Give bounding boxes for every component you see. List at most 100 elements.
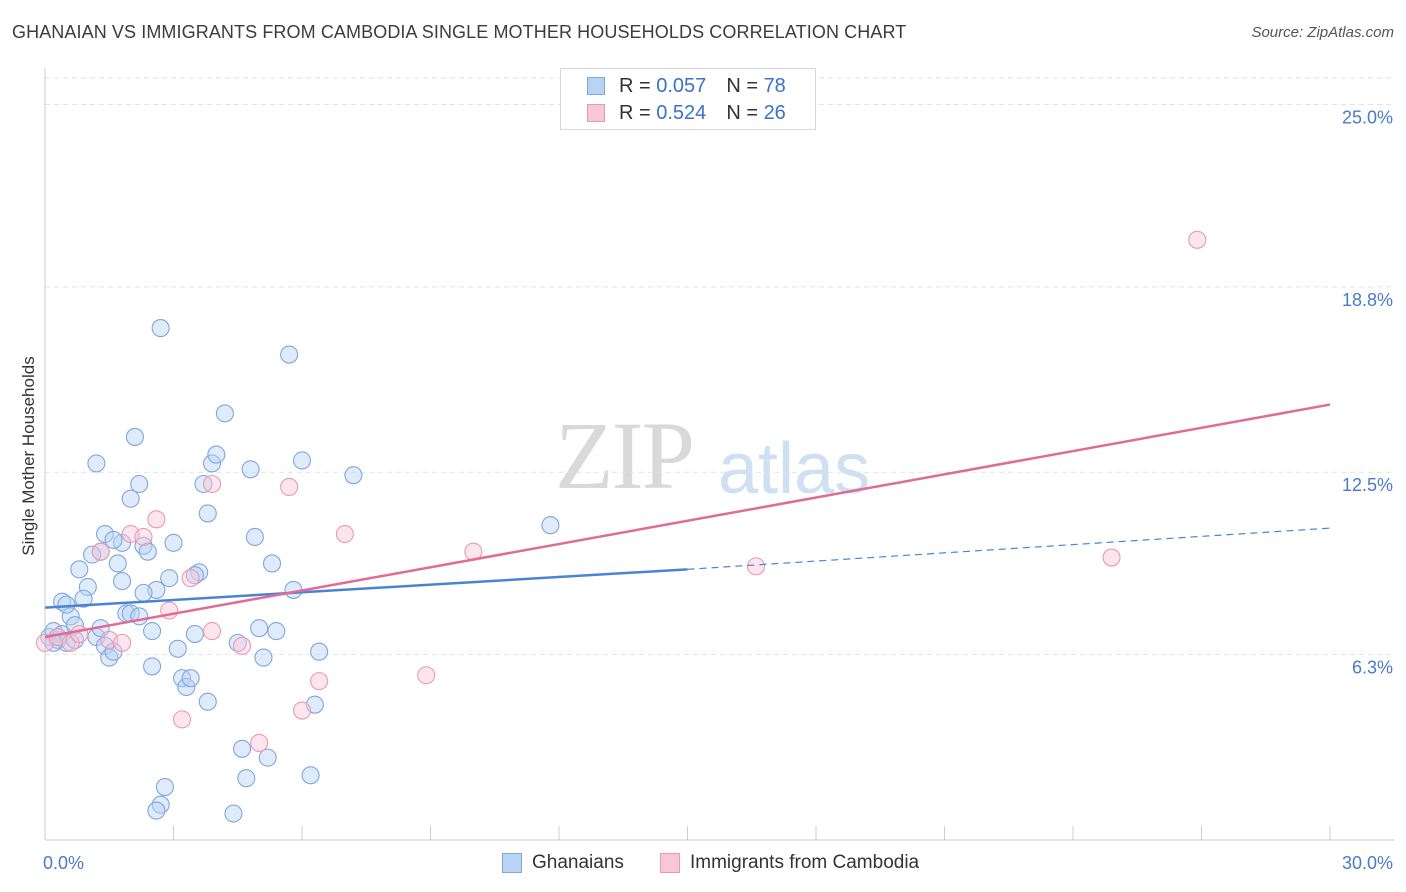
data-point-ghanaians: [143, 657, 162, 676]
data-point-ghanaians: [57, 595, 76, 614]
y-tick-label: 18.8%: [1342, 290, 1393, 310]
source-note: Source: ZipAtlas.com: [1251, 24, 1394, 41]
data-point-ghanaians: [262, 554, 282, 573]
data-point-cambodia: [1102, 548, 1121, 567]
data-point-ghanaians: [198, 504, 217, 523]
data-point-ghanaians: [130, 474, 149, 494]
legend-r-value: 0.057: [656, 74, 707, 97]
data-point-ghanaians: [185, 625, 204, 644]
legend-r-value: 0.524: [656, 101, 707, 124]
data-point-cambodia: [181, 569, 200, 588]
data-point-ghanaians: [160, 569, 179, 588]
data-point-ghanaians: [121, 489, 140, 508]
y-tick-label: 6.3%: [1352, 658, 1393, 678]
data-point-cambodia: [335, 524, 354, 544]
legend-box: R = 0.057 N = 78 R = 0.524 N = 26: [560, 68, 816, 130]
data-point-ghanaians: [292, 451, 312, 470]
data-point-cambodia: [280, 477, 299, 496]
data-point-ghanaians: [70, 560, 89, 579]
data-point-ghanaians: [198, 692, 217, 711]
data-point-cambodia: [173, 710, 192, 729]
data-point-ghanaians: [301, 766, 320, 785]
data-point-ghanaians: [155, 777, 174, 797]
data-point-ghanaians: [181, 669, 200, 688]
data-point-ghanaians: [113, 572, 132, 591]
data-point-ghanaians: [134, 583, 153, 602]
bottom-legend-swatch-pink: [660, 853, 680, 873]
y-axis-label: Single Mother Households: [19, 356, 38, 555]
bottom-legend-ghanaians: Ghanaians: [502, 852, 624, 874]
data-point-cambodia: [203, 622, 222, 641]
watermark-zip: ZIP: [555, 402, 695, 509]
data-point-cambodia: [113, 633, 132, 652]
legend-n-label: N =: [726, 101, 758, 124]
data-point-ghanaians: [87, 454, 106, 473]
legend-n-value: 26: [763, 101, 786, 124]
axis-layer: 6.3% 12.5% 18.8% 25.0% 0.0% 30.0%: [43, 68, 1395, 873]
data-point-cambodia: [70, 625, 89, 644]
data-point-ghanaians: [237, 769, 256, 788]
grid-layer: [45, 77, 1395, 656]
x-tick-label: 30.0%: [1342, 853, 1393, 873]
data-point-ghanaians: [310, 642, 329, 661]
data-point-ghanaians: [232, 739, 252, 758]
data-point-ghanaians: [143, 622, 162, 641]
data-point-ghanaians: [65, 616, 85, 635]
data-point-ghanaians: [250, 619, 269, 638]
data-point-cambodia: [250, 733, 269, 752]
data-point-ghanaians: [280, 345, 299, 364]
data-point-ghanaians: [168, 639, 187, 658]
data-point-ghanaians: [138, 542, 157, 561]
data-point-ghanaians: [147, 801, 166, 820]
y-tick-label: 12.5%: [1342, 475, 1393, 495]
data-point-ghanaians: [130, 607, 149, 626]
data-point-ghanaians: [245, 527, 264, 547]
legend-n-value: 78: [763, 74, 786, 97]
data-point-cambodia: [134, 527, 153, 547]
trend-line-cambodia: [44, 403, 1331, 639]
bottom-legend-label-cambodia: Immigrants from Cambodia: [690, 852, 920, 873]
data-point-cambodia: [417, 666, 436, 685]
data-point-ghanaians: [344, 466, 363, 485]
y-tick-label: 25.0%: [1342, 107, 1393, 127]
legend-row-ghanaians: R = 0.057 N = 78: [587, 73, 786, 99]
data-point-ghanaians: [207, 445, 226, 464]
data-point-ghanaians: [164, 533, 183, 552]
data-point-ghanaians: [74, 589, 93, 608]
data-point-cambodia: [147, 510, 166, 529]
data-point-cambodia: [232, 636, 252, 655]
legend-n-label: N =: [726, 74, 758, 97]
watermark-atlas: atlas: [718, 429, 871, 509]
data-point-ghanaians: [241, 460, 260, 479]
trend-line-ghanaians: [44, 568, 688, 609]
data-point-ghanaians: [203, 454, 222, 473]
data-point-cambodia: [91, 542, 110, 561]
data-point-ghanaians: [224, 804, 243, 823]
data-point-ghanaians: [78, 577, 97, 597]
bottom-legend-swatch-blue: [502, 853, 522, 873]
data-point-cambodia: [310, 672, 329, 691]
data-point-ghanaians: [541, 516, 560, 535]
data-point-cambodia: [203, 474, 222, 494]
trend-layer: [44, 403, 1331, 639]
data-point-ghanaians: [151, 319, 170, 338]
data-point-cambodia: [746, 557, 766, 576]
legend-row-cambodia: R = 0.524 N = 26: [587, 100, 786, 126]
data-point-cambodia: [292, 701, 312, 720]
x-tick-label: 0.0%: [43, 853, 84, 873]
chart-title: GHANAIAN VS IMMIGRANTS FROM CAMBODIA SIN…: [12, 22, 907, 42]
legend-r-label: R =: [619, 101, 651, 124]
data-point-ghanaians: [61, 607, 80, 626]
trend-line-ghanaians-extension: [687, 527, 1331, 570]
data-point-ghanaians: [108, 554, 127, 573]
legend-r-label: R =: [619, 74, 651, 97]
data-point-ghanaians: [177, 677, 196, 697]
data-point-ghanaians: [104, 530, 123, 549]
data-point-ghanaians: [215, 404, 234, 423]
legend-swatch-blue: [587, 77, 605, 95]
bottom-legend-cambodia: Immigrants from Cambodia: [660, 852, 919, 874]
points-layer: [35, 230, 1207, 823]
data-point-cambodia: [1188, 230, 1207, 249]
data-point-ghanaians: [258, 748, 277, 767]
